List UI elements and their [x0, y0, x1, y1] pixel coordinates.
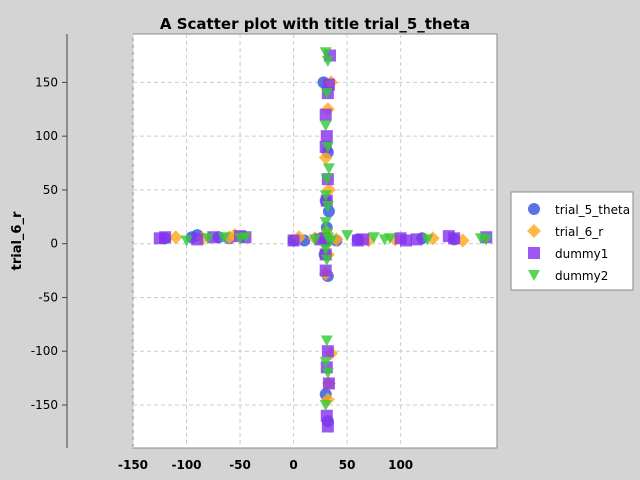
- y-tick-label: -150: [31, 398, 58, 412]
- data-point: [321, 55, 334, 67]
- y-axis-ticks: -150 -100 -50 0 50 100 150: [31, 75, 67, 412]
- data-point: [448, 232, 461, 245]
- legend-marker-dummy1: [528, 247, 540, 259]
- data-point: [321, 141, 334, 153]
- y-tick-label: -100: [31, 344, 58, 358]
- data-point: [320, 130, 333, 143]
- data-point: [341, 230, 354, 242]
- data-point: [357, 233, 370, 246]
- data-point: [319, 190, 332, 202]
- x-tick-label: -150: [118, 458, 148, 472]
- data-point: [321, 345, 334, 358]
- y-tick-label: 150: [35, 75, 58, 89]
- data-point: [421, 234, 434, 246]
- data-point: [287, 234, 300, 247]
- data-point: [320, 88, 333, 100]
- data-point: [410, 233, 423, 246]
- data-point: [320, 409, 333, 422]
- x-tick-label: 50: [339, 458, 356, 472]
- legend-marker-dummy2: [528, 270, 540, 281]
- data-point: [318, 150, 333, 165]
- legend-marker-trial_5_theta: [528, 203, 540, 215]
- data-point: [319, 356, 332, 368]
- data-point: [320, 174, 333, 186]
- data-point: [321, 367, 334, 379]
- legend: trial_5_theta trial_6_r dummy1 dummy2: [510, 191, 634, 291]
- x-tick-label: -100: [172, 458, 202, 472]
- legend-label: trial_5_theta: [555, 203, 630, 217]
- data-point: [319, 244, 332, 256]
- x-tick-label: 100: [388, 458, 413, 472]
- data-point: [320, 335, 333, 347]
- legend-marker-trial_6_r: [527, 224, 541, 238]
- data-point: [400, 234, 412, 247]
- data-point: [319, 264, 332, 277]
- legend-items: trial_5_theta trial_6_r dummy1 dummy2: [527, 203, 630, 283]
- data-point: [319, 47, 332, 59]
- data-point: [239, 232, 252, 244]
- data-point: [321, 201, 334, 213]
- y-tick-label: 100: [35, 129, 58, 143]
- y-axis-label: trial_6_r: [10, 211, 25, 270]
- data-point: [159, 231, 172, 244]
- data-point: [180, 235, 193, 247]
- series-dummy2: [180, 47, 493, 411]
- data-point: [480, 234, 493, 246]
- data-point: [309, 234, 321, 246]
- data-point: [319, 120, 332, 132]
- data-point: [367, 232, 380, 244]
- y-tick-label: 50: [43, 183, 58, 197]
- data-point: [191, 233, 204, 246]
- data-point: [319, 108, 332, 121]
- y-tick-label: 0: [50, 237, 58, 251]
- data-point: [383, 233, 396, 245]
- data-point: [321, 233, 334, 245]
- data-point: [168, 230, 183, 245]
- data-point: [322, 163, 335, 175]
- legend-label: trial_6_r: [555, 225, 603, 239]
- data-point: [322, 377, 335, 390]
- data-point: [218, 232, 230, 244]
- legend-label: dummy2: [555, 269, 608, 283]
- data-point: [319, 399, 332, 411]
- data-points: [153, 47, 493, 433]
- data-point: [321, 420, 334, 433]
- data-point: [319, 217, 332, 229]
- legend-label: dummy1: [555, 247, 608, 261]
- data-point: [320, 254, 333, 266]
- y-tick-label: -50: [38, 290, 58, 304]
- x-axis-ticks: -150 -100 -50 0 50 100: [118, 458, 413, 472]
- data-point: [201, 233, 214, 245]
- chart-title: A Scatter plot with title trial_5_theta: [160, 15, 470, 33]
- x-tick-label: -50: [229, 458, 251, 472]
- x-tick-label: 0: [289, 458, 297, 472]
